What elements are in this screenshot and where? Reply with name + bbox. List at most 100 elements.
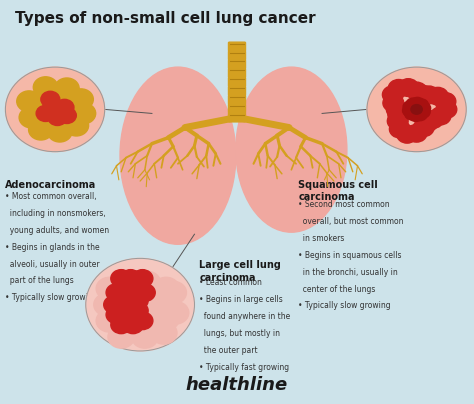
Text: overall, but most common: overall, but most common xyxy=(299,217,404,226)
FancyBboxPatch shape xyxy=(228,113,246,122)
Text: Types of non-small cell lung cancer: Types of non-small cell lung cancer xyxy=(15,11,316,26)
Text: • Typically fast growing: • Typically fast growing xyxy=(199,363,289,372)
Circle shape xyxy=(403,101,417,113)
Circle shape xyxy=(120,269,141,287)
Ellipse shape xyxy=(236,67,347,232)
Circle shape xyxy=(69,89,93,110)
Circle shape xyxy=(48,109,67,126)
Circle shape xyxy=(411,105,422,114)
Text: healthline: healthline xyxy=(186,377,288,394)
Text: • Most common overall,: • Most common overall, xyxy=(5,192,97,201)
FancyBboxPatch shape xyxy=(228,69,246,78)
Circle shape xyxy=(116,278,137,295)
Circle shape xyxy=(38,103,63,124)
Circle shape xyxy=(402,105,417,117)
Circle shape xyxy=(418,114,438,131)
Text: center of the lungs: center of the lungs xyxy=(299,284,376,294)
Text: the outer part: the outer part xyxy=(199,346,258,355)
Circle shape xyxy=(62,103,86,124)
Circle shape xyxy=(111,316,132,334)
Circle shape xyxy=(113,271,139,294)
Text: alveoli, usually in outer: alveoli, usually in outer xyxy=(5,260,100,269)
Circle shape xyxy=(383,94,404,112)
Text: in smokers: in smokers xyxy=(299,234,345,243)
Circle shape xyxy=(128,302,148,320)
Circle shape xyxy=(162,301,189,324)
Text: part of the lungs: part of the lungs xyxy=(5,276,74,286)
Circle shape xyxy=(47,121,72,142)
Text: • Least common: • Least common xyxy=(199,278,262,288)
Circle shape xyxy=(132,288,158,311)
Text: young adults, and women: young adults, and women xyxy=(5,226,109,235)
Circle shape xyxy=(383,86,403,103)
FancyBboxPatch shape xyxy=(228,104,246,113)
Circle shape xyxy=(125,280,146,297)
Text: • Typically slow growing: • Typically slow growing xyxy=(5,293,98,302)
Circle shape xyxy=(410,97,425,109)
Circle shape xyxy=(118,304,139,322)
Circle shape xyxy=(132,312,153,330)
Circle shape xyxy=(110,289,137,312)
Circle shape xyxy=(134,309,160,332)
Circle shape xyxy=(36,105,55,122)
Circle shape xyxy=(386,101,407,118)
Circle shape xyxy=(397,125,418,143)
Circle shape xyxy=(436,101,457,118)
FancyBboxPatch shape xyxy=(228,51,246,60)
Circle shape xyxy=(128,292,148,309)
Circle shape xyxy=(405,108,419,120)
Circle shape xyxy=(409,109,423,122)
Circle shape xyxy=(106,306,127,324)
Text: • Second most common: • Second most common xyxy=(299,200,390,209)
Circle shape xyxy=(43,97,62,114)
Text: • Begins in glands in the: • Begins in glands in the xyxy=(5,243,100,252)
Text: in the bronchi, usually in: in the bronchi, usually in xyxy=(299,267,398,277)
FancyBboxPatch shape xyxy=(228,42,246,51)
Text: • Begins in squamous cells: • Begins in squamous cells xyxy=(299,251,402,260)
Circle shape xyxy=(116,292,137,309)
Text: Squamous cell
carcinoma: Squamous cell carcinoma xyxy=(299,180,378,202)
Circle shape xyxy=(390,120,410,138)
Circle shape xyxy=(151,291,177,314)
Circle shape xyxy=(28,91,53,112)
Circle shape xyxy=(86,259,194,351)
FancyBboxPatch shape xyxy=(228,86,246,95)
Circle shape xyxy=(413,109,427,121)
FancyBboxPatch shape xyxy=(228,60,246,69)
Circle shape xyxy=(55,78,79,99)
Circle shape xyxy=(108,326,135,348)
Circle shape xyxy=(406,98,420,110)
Text: • Begins in large cells: • Begins in large cells xyxy=(199,295,283,304)
Circle shape xyxy=(57,107,76,124)
Text: found anywhere in the: found anywhere in the xyxy=(199,312,291,321)
Circle shape xyxy=(104,296,125,314)
Circle shape xyxy=(132,326,158,348)
Circle shape xyxy=(367,67,466,152)
Circle shape xyxy=(33,77,58,98)
Circle shape xyxy=(132,269,153,287)
FancyBboxPatch shape xyxy=(228,95,246,104)
Circle shape xyxy=(416,106,430,118)
Text: Adenocarcinoma: Adenocarcinoma xyxy=(5,180,97,190)
Circle shape xyxy=(413,119,434,137)
Text: • Typically slow growing: • Typically slow growing xyxy=(299,301,391,310)
Text: Large cell lung
carcinoma: Large cell lung carcinoma xyxy=(199,261,281,283)
Ellipse shape xyxy=(120,67,236,244)
Circle shape xyxy=(41,91,60,107)
Circle shape xyxy=(419,86,439,104)
Circle shape xyxy=(28,119,53,140)
Circle shape xyxy=(50,91,74,112)
FancyBboxPatch shape xyxy=(228,78,246,86)
Circle shape xyxy=(406,124,427,142)
Text: lungs, but mostly in: lungs, but mostly in xyxy=(199,329,280,338)
Circle shape xyxy=(398,79,419,97)
Circle shape xyxy=(106,284,127,301)
Circle shape xyxy=(160,281,186,304)
Circle shape xyxy=(435,93,456,110)
Circle shape xyxy=(422,111,443,128)
Circle shape xyxy=(17,91,41,112)
Circle shape xyxy=(96,277,123,300)
Circle shape xyxy=(387,112,408,130)
Circle shape xyxy=(55,99,74,116)
Circle shape xyxy=(71,103,96,124)
